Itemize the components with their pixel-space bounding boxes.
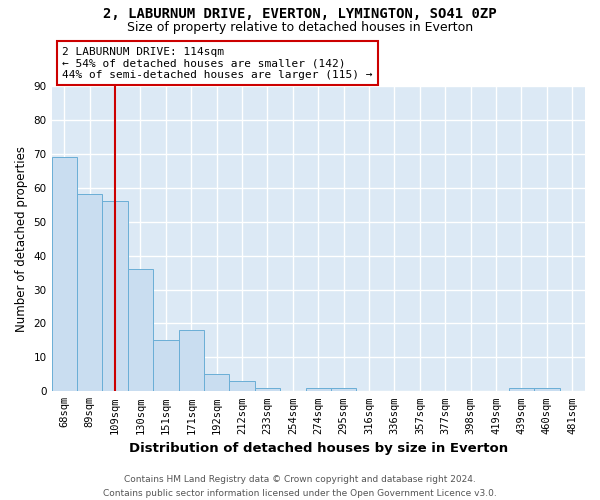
Bar — [204, 374, 229, 392]
Text: 2 LABURNUM DRIVE: 114sqm
← 54% of detached houses are smaller (142)
44% of semi-: 2 LABURNUM DRIVE: 114sqm ← 54% of detach… — [62, 46, 373, 80]
Bar — [509, 388, 534, 392]
Bar — [103, 202, 128, 392]
Bar — [128, 269, 153, 392]
Bar — [52, 157, 77, 392]
X-axis label: Distribution of detached houses by size in Everton: Distribution of detached houses by size … — [129, 442, 508, 455]
Text: 2, LABURNUM DRIVE, EVERTON, LYMINGTON, SO41 0ZP: 2, LABURNUM DRIVE, EVERTON, LYMINGTON, S… — [103, 8, 497, 22]
Text: Size of property relative to detached houses in Everton: Size of property relative to detached ho… — [127, 21, 473, 34]
Bar — [179, 330, 204, 392]
Bar — [305, 388, 331, 392]
Y-axis label: Number of detached properties: Number of detached properties — [15, 146, 28, 332]
Text: Contains HM Land Registry data © Crown copyright and database right 2024.
Contai: Contains HM Land Registry data © Crown c… — [103, 476, 497, 498]
Bar — [77, 194, 103, 392]
Bar — [534, 388, 560, 392]
Bar — [331, 388, 356, 392]
Bar — [153, 340, 179, 392]
Bar — [255, 388, 280, 392]
Bar — [229, 381, 255, 392]
